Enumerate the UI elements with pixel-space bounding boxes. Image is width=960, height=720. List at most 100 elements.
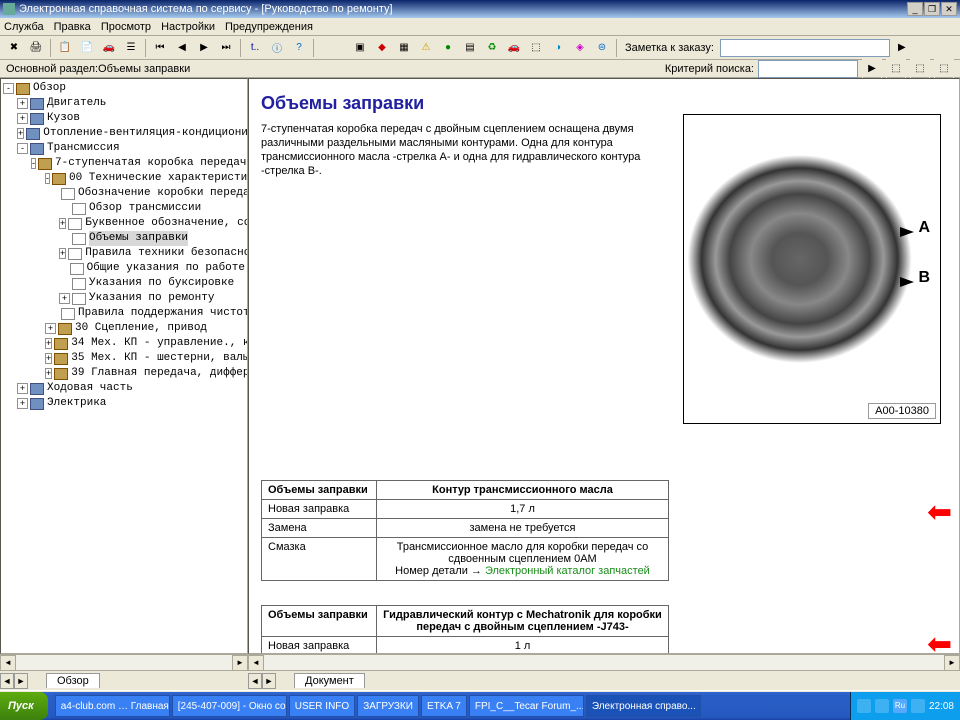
- tree-item[interactable]: 34 Мех. КП - управление., корпус: [71, 336, 247, 351]
- tree-item[interactable]: Буквенное обозначение, соотношение: [85, 216, 247, 231]
- tb-note-send-icon[interactable]: ▶: [892, 38, 912, 58]
- search-opt3-icon[interactable]: ⬚: [934, 59, 954, 79]
- tree-item[interactable]: Общие указания по работе: [87, 261, 245, 276]
- tree-item[interactable]: Электрика: [47, 396, 106, 411]
- expand-icon[interactable]: +: [59, 218, 66, 229]
- tree-item[interactable]: 7-ступенчатая коробка передач: [55, 156, 246, 171]
- expand-icon[interactable]: +: [45, 353, 52, 364]
- tb-g5-icon[interactable]: ●: [438, 38, 458, 58]
- tree-item[interactable]: Обзор: [33, 81, 66, 96]
- tb-back-icon[interactable]: ✖: [4, 38, 24, 58]
- tree-item[interactable]: Правила техники безопасности: [85, 246, 247, 261]
- tree-item[interactable]: Кузов: [47, 111, 80, 126]
- tb-next-icon[interactable]: ▶: [194, 38, 214, 58]
- tree-item[interactable]: Трансмиссия: [47, 141, 120, 156]
- tb-car-icon[interactable]: 🚗: [99, 38, 119, 58]
- expand-icon[interactable]: -: [3, 83, 14, 94]
- tb-first-icon[interactable]: ⏮: [150, 38, 170, 58]
- tree-item-selected[interactable]: Объемы заправки: [89, 231, 188, 246]
- content-hscroll[interactable]: ◄►: [248, 654, 960, 670]
- expand-icon[interactable]: +: [59, 248, 66, 259]
- tb-g11-icon[interactable]: ◈: [570, 38, 590, 58]
- expand-icon[interactable]: +: [17, 98, 28, 109]
- parts-catalog-link[interactable]: Электронный каталог запчастей: [485, 565, 650, 577]
- expand-icon[interactable]: +: [45, 338, 52, 349]
- tb-g4-icon[interactable]: ⚠: [416, 38, 436, 58]
- task-item[interactable]: ЗАГРУЗКИ: [357, 695, 419, 717]
- expand-icon[interactable]: +: [59, 293, 70, 304]
- tb-tool1-icon[interactable]: t..: [245, 38, 265, 58]
- expand-icon[interactable]: +: [17, 128, 24, 139]
- tray-icon[interactable]: [857, 699, 871, 713]
- tree-item[interactable]: 30 Сцепление, привод: [75, 321, 207, 336]
- tree-item[interactable]: Обзор трансмиссии: [89, 201, 201, 216]
- tree-item[interactable]: Обозначение коробки передач: [78, 186, 247, 201]
- tb-g3-icon[interactable]: ▦: [394, 38, 414, 58]
- task-item-active[interactable]: Электронная справо...: [586, 695, 701, 717]
- tree-item[interactable]: 39 Главная передача, дифференциал: [71, 366, 247, 381]
- tb-copy-icon[interactable]: 📋: [55, 38, 75, 58]
- tb-g8-icon[interactable]: 🚗: [504, 38, 524, 58]
- tb-list-icon[interactable]: ☰: [121, 38, 141, 58]
- maximize-button[interactable]: ❐: [924, 2, 940, 16]
- expand-icon[interactable]: -: [31, 158, 36, 169]
- search-opt1-icon[interactable]: ⬚: [886, 59, 906, 79]
- menu-service[interactable]: Служба: [4, 21, 44, 33]
- tree-item[interactable]: Указания по ремонту: [89, 291, 214, 306]
- expand-icon[interactable]: +: [45, 368, 52, 379]
- tree-item[interactable]: Двигатель: [47, 96, 106, 111]
- tb-g1-icon[interactable]: ▣: [350, 38, 370, 58]
- menu-warnings[interactable]: Предупреждения: [225, 21, 313, 33]
- tree-item[interactable]: Правила поддержания чистоты: [78, 306, 247, 321]
- tray-lang-icon[interactable]: Ru: [893, 699, 907, 713]
- expand-icon[interactable]: -: [45, 173, 50, 184]
- tb-print-icon[interactable]: 🖨: [26, 38, 46, 58]
- tree-item[interactable]: Отопление-вентиляция-кондиционирование: [43, 126, 247, 141]
- tb-g10-icon[interactable]: ◑: [548, 38, 568, 58]
- tb-last-icon[interactable]: ⏭: [216, 38, 236, 58]
- expand-icon[interactable]: +: [45, 323, 56, 334]
- task-item[interactable]: ETKA 7: [421, 695, 467, 717]
- tab-prev-icon[interactable]: ◄: [248, 673, 262, 689]
- tb-g6-icon[interactable]: ▤: [460, 38, 480, 58]
- note-input[interactable]: [720, 39, 890, 57]
- tb-prev-icon[interactable]: ◀: [172, 38, 192, 58]
- menu-edit[interactable]: Правка: [54, 21, 91, 33]
- tb-doc-icon[interactable]: 📄: [77, 38, 97, 58]
- task-item[interactable]: [245-407-009] - Окно со...: [172, 695, 287, 717]
- tray-icon[interactable]: [875, 699, 889, 713]
- task-item[interactable]: USER INFO: [289, 695, 355, 717]
- menu-view[interactable]: Просмотр: [101, 21, 151, 33]
- page-icon: [61, 308, 75, 320]
- expand-icon[interactable]: +: [17, 113, 28, 124]
- tab-document[interactable]: Документ: [294, 673, 365, 688]
- tray-icon[interactable]: [911, 699, 925, 713]
- tb-g2-icon[interactable]: ◆: [372, 38, 392, 58]
- tree-item[interactable]: 00 Технические характеристики: [69, 171, 247, 186]
- search-go-icon[interactable]: ▶: [862, 59, 882, 79]
- tab-prev-icon[interactable]: ◄: [0, 673, 14, 689]
- task-item[interactable]: a4-club.com … Главная с...: [55, 695, 170, 717]
- expand-icon[interactable]: +: [17, 383, 28, 394]
- tree-hscroll[interactable]: ◄►: [0, 654, 248, 670]
- tab-overview[interactable]: Обзор: [46, 673, 100, 688]
- tree-item[interactable]: 35 Мех. КП - шестерни, валы: [71, 351, 247, 366]
- tb-g9-icon[interactable]: ⬚: [526, 38, 546, 58]
- menu-settings[interactable]: Настройки: [161, 21, 215, 33]
- tb-g12-icon[interactable]: ⊜: [592, 38, 612, 58]
- start-button[interactable]: Пуск: [0, 692, 48, 720]
- tb-help-icon[interactable]: ?: [289, 38, 309, 58]
- tree-item[interactable]: Указания по буксировке: [89, 276, 234, 291]
- tb-info-icon[interactable]: ⓘ: [267, 38, 287, 58]
- expand-icon[interactable]: +: [17, 398, 28, 409]
- search-input[interactable]: [758, 60, 858, 78]
- task-item[interactable]: FPI_C__Tecar Forum_...: [469, 695, 584, 717]
- tab-next-icon[interactable]: ►: [14, 673, 28, 689]
- minimize-button[interactable]: _: [907, 2, 923, 16]
- tb-g7-icon[interactable]: ♻: [482, 38, 502, 58]
- tab-next-icon[interactable]: ►: [262, 673, 276, 689]
- expand-icon[interactable]: -: [17, 143, 28, 154]
- close-button[interactable]: ✕: [941, 2, 957, 16]
- tree-item[interactable]: Ходовая часть: [47, 381, 133, 396]
- search-opt2-icon[interactable]: ⬚: [910, 59, 930, 79]
